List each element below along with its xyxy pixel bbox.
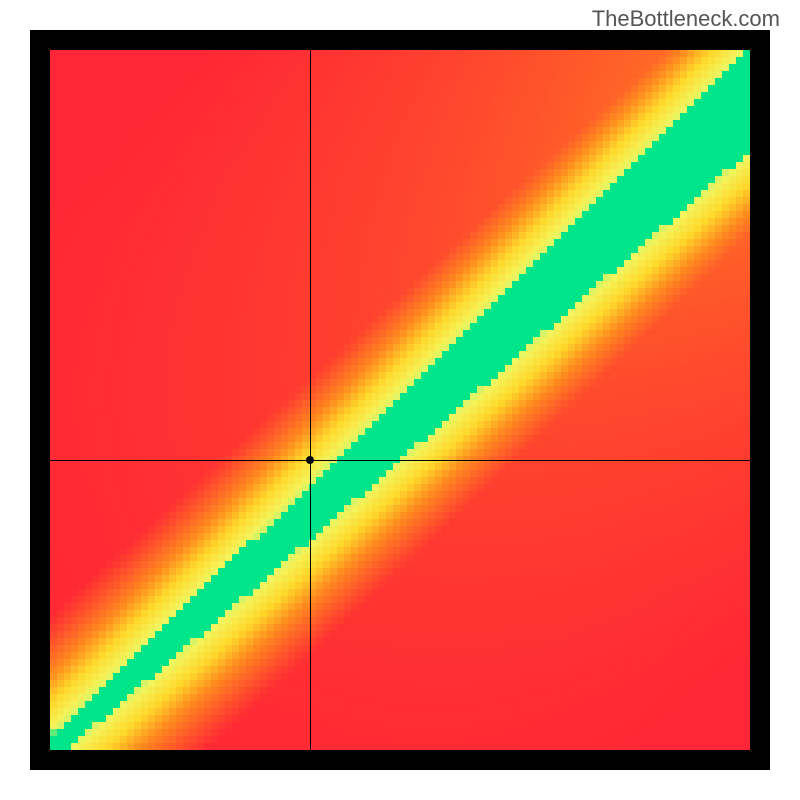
crosshair-horizontal	[50, 460, 750, 461]
chart-container: TheBottleneck.com	[0, 0, 800, 800]
marker-dot	[306, 456, 314, 464]
heatmap-canvas	[50, 50, 750, 750]
watermark-text: TheBottleneck.com	[592, 6, 780, 32]
plot-area	[50, 50, 750, 750]
crosshair-vertical	[310, 50, 311, 750]
